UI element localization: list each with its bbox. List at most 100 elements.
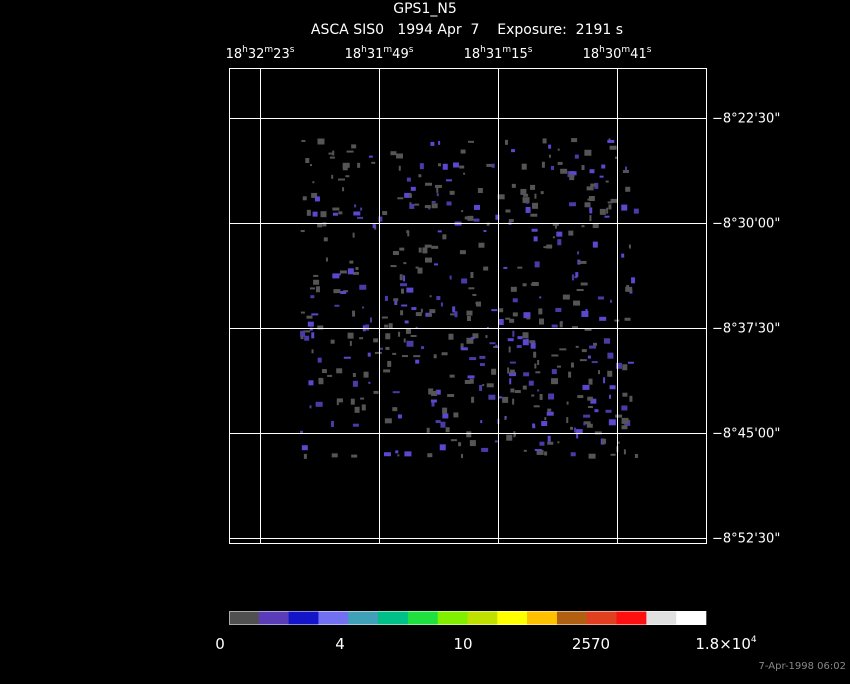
pixel [409,202,412,205]
pixel [568,202,576,207]
pixel [459,165,465,169]
pixel [392,352,397,355]
pixel [586,186,594,191]
pixel [410,186,416,191]
label-part: m [264,45,273,55]
pixel [528,380,534,386]
pixel [542,138,547,144]
pixel [378,347,383,350]
pixel [522,332,529,339]
pixel [330,339,335,344]
pixel [403,262,407,265]
pixel [584,202,591,208]
pixel [305,158,310,164]
pixel [581,349,587,353]
pixel [401,304,408,307]
pixel [504,416,507,419]
pixel [385,333,391,340]
pixel [350,398,355,405]
pixel [585,309,588,313]
pixel [363,371,369,378]
pixel [438,163,442,167]
pixel [562,294,570,300]
pixel [347,268,354,275]
pixel [390,265,397,268]
pixel [587,396,591,401]
pixel [441,352,448,356]
colorbar-swatch [497,611,528,625]
pixel [406,340,414,347]
pixel [468,140,475,143]
pixel [548,144,552,149]
pixel [529,340,536,344]
pixel [440,421,446,428]
pixel [417,267,423,274]
pixel [573,300,581,306]
pixel [365,324,370,331]
pixel [315,401,323,407]
pixel [532,425,536,429]
colorbar-swatch [229,611,260,625]
pixel [453,162,460,168]
pixel [512,398,515,405]
label-part: 31 [367,47,384,62]
pixel [622,364,628,371]
pixel [627,361,634,364]
pixel [336,368,343,374]
pixel [369,317,372,323]
pixel [475,302,479,305]
colorbar-swatch [676,611,707,625]
pixel [623,449,626,455]
pixel [624,317,631,321]
pixel [604,338,611,344]
pixel [531,228,538,232]
pixel [592,241,598,248]
pixel [589,345,597,349]
pixel [625,166,628,171]
pixel [419,163,424,170]
label-part: s [528,45,533,55]
pixel [608,204,612,210]
pixel [540,191,544,195]
label-part: m [383,45,392,55]
label-part: s [647,45,652,55]
pixel [440,302,443,307]
pixel [472,333,479,339]
pixel [533,405,540,408]
pixel [551,354,559,357]
pixel [551,369,557,375]
pixel [449,190,455,195]
pixel [459,250,466,255]
pixel [514,433,517,436]
pixel [442,163,448,170]
pixel [426,427,430,433]
pixel [615,362,622,369]
pixel [522,283,527,287]
pixel [317,325,324,330]
pixel [478,242,485,248]
pixel [592,224,599,229]
pixel [569,171,577,176]
pixel [546,411,554,416]
pixel [512,312,518,317]
pixel [352,310,356,317]
pixel [575,429,583,435]
colorbar-swatch [616,611,647,625]
pixel [472,293,477,296]
pixel [403,338,406,343]
pixel [481,447,489,452]
pixel [418,174,422,178]
label-part: 0 [215,635,225,653]
pixel [601,164,606,169]
label-part: 32 [248,47,265,62]
pixel [393,298,399,302]
pixel [479,384,483,391]
pixel [607,201,613,204]
pixel [552,222,559,226]
pixel [523,372,530,377]
pixel [461,278,468,284]
pixel [625,186,631,192]
pixel [535,371,541,374]
pixel [415,359,420,364]
pixel [383,369,391,373]
